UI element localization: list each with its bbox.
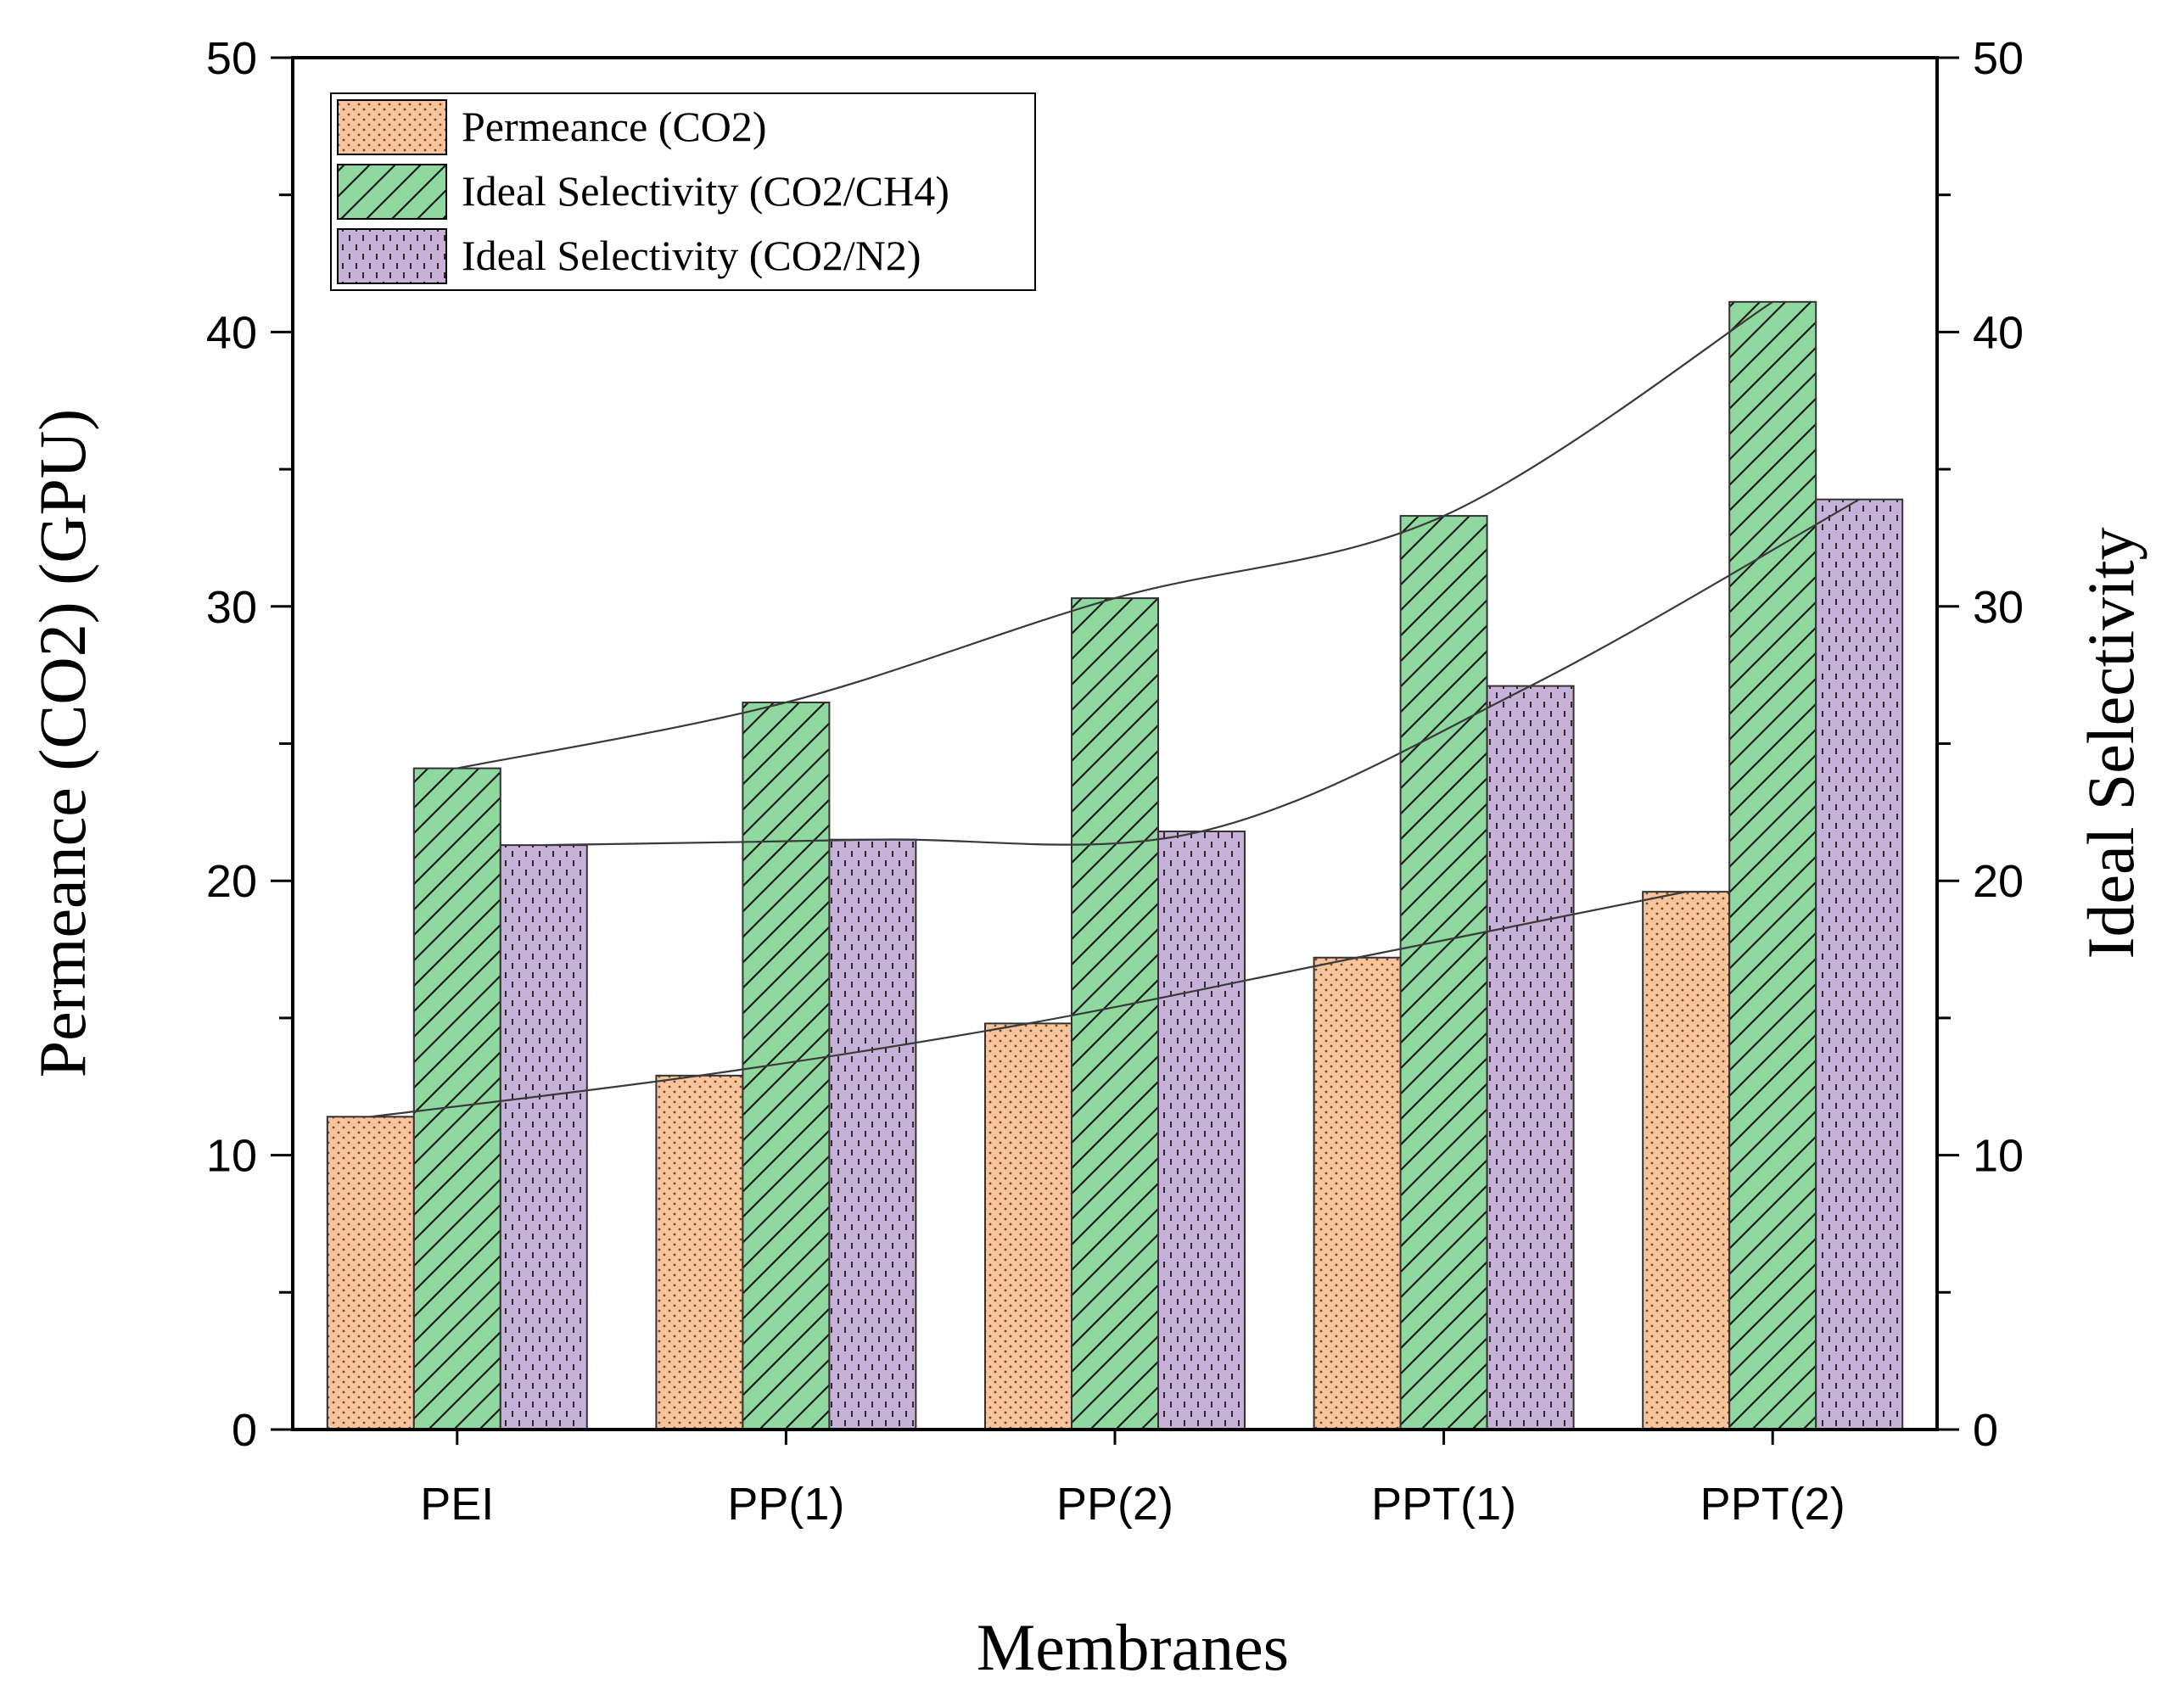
trend-line-selectivity-n2: [543, 498, 1860, 847]
legend: Permeance (CO2) Ideal Selectivity (CO2/C…: [330, 92, 1036, 291]
x-tick-label: PEI: [420, 1479, 494, 1530]
y-axis-title-right: Ideal Selectivity: [2074, 528, 2148, 960]
trend-line-permeance: [370, 891, 1687, 1118]
bar-permeance-4: [1313, 956, 1402, 1430]
bar-selectivity-ch4-1: [412, 767, 501, 1430]
y-tick-label-right: 0: [1973, 1405, 1998, 1456]
bar-permeance-1: [326, 1116, 415, 1430]
trend-line-selectivity-ch4: [456, 300, 1773, 769]
y-tick-label-right: 50: [1973, 33, 2024, 84]
legend-label-permeance: Permeance (CO2): [462, 103, 767, 150]
bar-selectivity-ch4-2: [742, 701, 831, 1430]
bar-selectivity-ch4-3: [1071, 597, 1159, 1430]
bar-selectivity-ch4-5: [1728, 300, 1817, 1430]
bar-selectivity-ch4-4: [1399, 515, 1488, 1430]
y-tick-label-right: 30: [1973, 582, 2024, 633]
legend-label-n2: Ideal Selectivity (CO2/N2): [462, 232, 921, 279]
legend-swatch-permeance: [337, 99, 447, 155]
bar-permeance-3: [984, 1022, 1072, 1431]
x-tick-label: PP(2): [1056, 1479, 1173, 1530]
y-tick-label-right: 20: [1973, 856, 2024, 907]
legend-label-ch4: Ideal Selectivity (CO2/CH4): [462, 167, 949, 215]
y-tick-label-left: 20: [206, 856, 257, 907]
x-tick-label: PPT(2): [1700, 1479, 1845, 1530]
x-tick-label: PPT(1): [1371, 1479, 1516, 1530]
bar-selectivity-n2-2: [828, 838, 917, 1430]
axes: PEI PP(1) PP(2) PPT(1) PPT(2) 0 0 10 10 20 20 30 30 4…: [206, 33, 2024, 1530]
legend-swatch-ch4: [337, 164, 447, 220]
y-axis-title-left: Permeance (CO2) (GPU): [25, 409, 99, 1077]
bars-layer: [326, 300, 1904, 1431]
bar-permeance-5: [1642, 891, 1731, 1430]
trend-lines: [370, 300, 1860, 1118]
x-tick-label: PP(1): [727, 1479, 844, 1530]
bar-selectivity-n2-1: [499, 844, 588, 1430]
bar-selectivity-n2-3: [1157, 830, 1246, 1430]
y-tick-label-right: 10: [1973, 1131, 2024, 1182]
y-tick-label-left: 40: [206, 307, 257, 358]
y-tick-label-left: 30: [206, 582, 257, 633]
bar-selectivity-n2-5: [1815, 498, 1904, 1431]
y-tick-label-left: 10: [206, 1131, 257, 1182]
y-tick-label-left: 0: [232, 1405, 257, 1456]
bar-selectivity-n2-4: [1486, 685, 1575, 1430]
bar-permeance-2: [655, 1074, 744, 1430]
x-axis-title: Membranes: [977, 1610, 1289, 1684]
y-tick-label-right: 40: [1973, 307, 2024, 358]
y-tick-label-left: 50: [206, 33, 257, 84]
legend-box: [330, 92, 1036, 291]
legend-swatch-n2: [337, 228, 447, 284]
